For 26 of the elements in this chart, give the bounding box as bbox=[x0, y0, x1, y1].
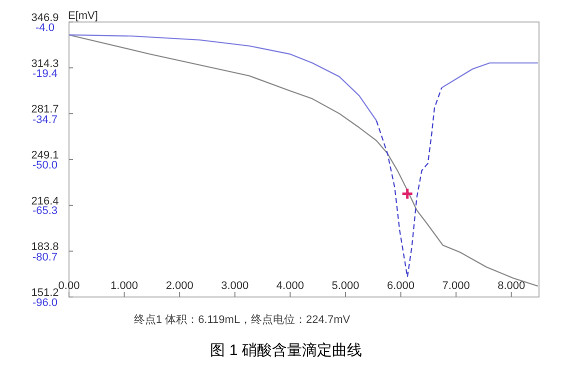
y2-tick-label: -34.7 bbox=[32, 114, 58, 126]
x-tick-label: 2.000 bbox=[166, 280, 194, 292]
y-tick-label: 249.1 bbox=[31, 149, 59, 162]
x-tick-label: 5.000 bbox=[332, 280, 360, 292]
y-tick-label: 346.9 bbox=[31, 12, 59, 24]
y-tick-label: 281.7 bbox=[31, 104, 59, 116]
y2-tick-label: -50.0 bbox=[32, 160, 58, 172]
y2-tick-label: -96.0 bbox=[32, 297, 58, 309]
text: 终点1 体积：6.119mL，终点电位：224.7mV bbox=[134, 313, 351, 326]
x-tick-label: 0.00 bbox=[58, 280, 80, 292]
caption: 图 1 硝酸含量滴定曲线 bbox=[210, 342, 362, 359]
x-tick-label: 4.000 bbox=[276, 280, 304, 292]
y-tick-label: 314.3 bbox=[31, 58, 59, 70]
x-tick-label: 8.000 bbox=[498, 280, 526, 292]
y2-tick-label: -80.7 bbox=[32, 251, 58, 264]
y2-tick-label: -19.4 bbox=[32, 68, 58, 80]
x-tick-label: 1.000 bbox=[110, 280, 138, 292]
y-tick-label: 151.2 bbox=[31, 287, 59, 299]
y-tick-label: 183.8 bbox=[31, 241, 59, 254]
x-tick-label: 6.000 bbox=[387, 280, 415, 292]
y2-tick-label: -4.0 bbox=[36, 22, 54, 34]
y-tick-label: 216.4 bbox=[31, 195, 59, 208]
y2-tick-label: -65.3 bbox=[32, 205, 58, 218]
x-tick-label: 3.000 bbox=[221, 280, 249, 292]
x-tick-label: 7.000 bbox=[442, 280, 470, 292]
text: E[mV] bbox=[68, 10, 98, 22]
